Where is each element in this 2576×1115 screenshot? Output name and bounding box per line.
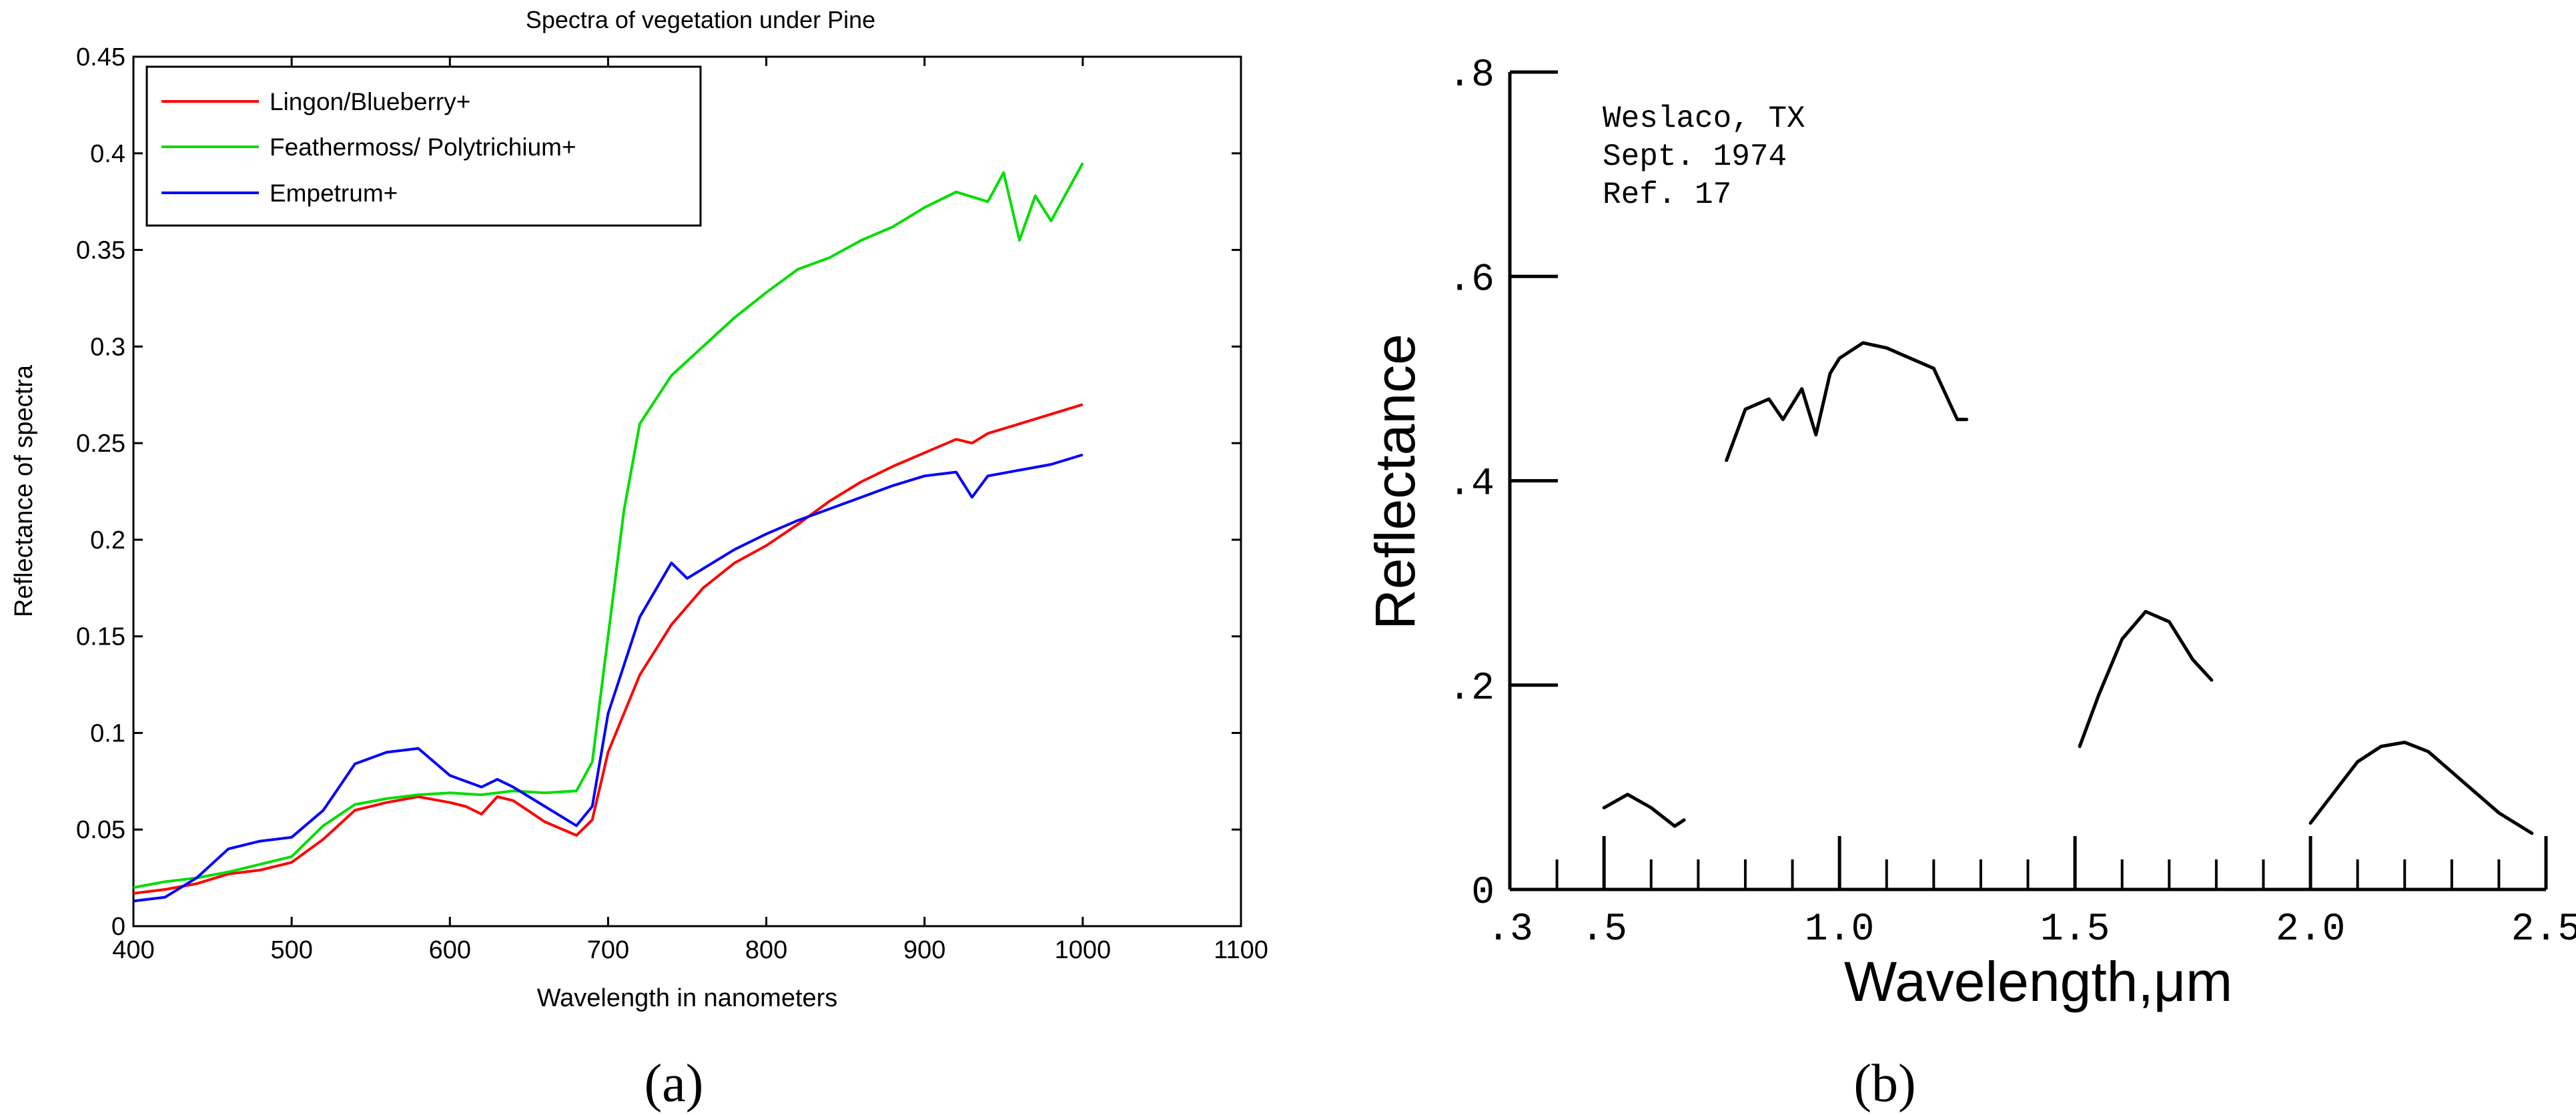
chart-b-y-tick-label: 0 [1471, 871, 1494, 915]
chart-a-y-tick-label: 0.4 [90, 140, 125, 168]
chart-b-y-tick-label: .2 [1448, 667, 1494, 711]
chart-b-reflectance-segment-1 [1602, 793, 1686, 828]
chart-a-y-tick-label: 0.25 [76, 430, 125, 458]
series-line-feathermoss [133, 162, 1084, 889]
legend-label-lingon: Lingon/Blueberry+ [270, 88, 470, 115]
annotation-reference: Ref. 17 [1603, 177, 1731, 212]
chart-a-x-tick-label: 900 [903, 936, 945, 964]
chart-b-y-tick-label: .4 [1448, 463, 1494, 506]
chart-b-y-ticks: 0 .2 .4 .6 .8 [1448, 54, 1558, 915]
chart-a-x-axis-label: Wavelength in nanometers [537, 984, 838, 1012]
chart-a: Spectra of vegetation under Pine 0 0.05 0.… [10, 6, 1268, 1113]
chart-b-reflectance-segment-2 [1725, 341, 1969, 462]
chart-b-y-axis-label: Reflectance [1364, 334, 1426, 630]
annotation-location: Weslaco, TX [1603, 101, 1805, 136]
chart-a-legend: Lingon/Blueberry+ Feathermoss/ Polytrich… [145, 65, 702, 227]
chart-b-y-tick-label: .6 [1448, 258, 1494, 302]
chart-a-y-tick-label: 0.1 [90, 719, 125, 747]
caption-a: (a) [645, 1054, 704, 1113]
chart-b-annotation: Weslaco, TX Sept. 1974 Ref. 17 [1603, 101, 1805, 212]
chart-a-x-tick-label: 600 [429, 936, 471, 964]
chart-a-x-tick-label: 500 [270, 936, 312, 964]
series-line-empetrum [133, 453, 1084, 903]
chart-a-y-tick-label: 0.2 [90, 526, 125, 554]
chart-b-x-tick-label: 1.0 [1805, 908, 1874, 952]
chart-b-x-ticks: .3 .5 1.0 1.5 2.0 2.5 [1486, 836, 2576, 952]
chart-a-plot-frame [132, 55, 1242, 927]
chart-a-x-ticks: 400 500 600 700 800 900 1000 1100 [112, 57, 1268, 964]
chart-a-x-tick-label: 1000 [1055, 936, 1112, 964]
chart-a-y-ticks: 0 0.05 0.1 0.15 0.2 0.25 0.3 0.35 0.4 0.45 [76, 43, 1241, 941]
chart-b-x-tick-label: .3 [1486, 908, 1533, 952]
chart-b-x-tick-label: 2.0 [2276, 908, 2345, 952]
chart-a-x-tick-label: 1100 [1214, 936, 1268, 964]
chart-a-y-tick-label: 0.15 [76, 623, 125, 651]
chart-a-title: Spectra of vegetation under Pine [526, 6, 875, 33]
chart-a-y-axis-label: Reflectance of spectra [10, 364, 38, 617]
chart-b-reflectance-segment-4 [2308, 741, 2534, 835]
chart-a-x-tick-label: 700 [587, 936, 629, 964]
legend-label-feathermoss: Feathermoss/ Polytrichium+ [270, 133, 576, 161]
chart-b-x-tick-label: 1.5 [2040, 908, 2110, 952]
caption-b: (b) [1853, 1054, 1915, 1113]
chart-b-y-tick-label: .8 [1448, 54, 1494, 97]
chart-a-series-lines [133, 162, 1084, 903]
chart-a-x-tick-label: 400 [112, 936, 154, 964]
chart-a-x-tick-label: 800 [745, 936, 787, 964]
chart-a-y-tick-label: 0.05 [76, 816, 125, 844]
annotation-date: Sept. 1974 [1603, 139, 1787, 174]
chart-b-x-tick-label: 2.5 [2511, 908, 2576, 952]
chart-b-x-tick-label: .5 [1581, 908, 1627, 952]
series-line-lingon [133, 403, 1084, 895]
chart-b-x-axis-label: Wavelength,μm [1844, 950, 2232, 1013]
chart-a-y-tick-label: 0 [111, 913, 125, 941]
chart-b-reflectance-segment-3 [2078, 610, 2214, 749]
chart-b-series-lines [1602, 341, 2534, 835]
chart-b: 0 .2 .4 .6 .8 .3 .5 1.0 1.5 2.0 2.5 Weslaco, TX S… [1364, 54, 2576, 1113]
legend-label-empetrum: Empetrum+ [270, 179, 398, 207]
chart-a-y-tick-label: 0.35 [76, 237, 125, 265]
chart-a-y-tick-label: 0.3 [90, 333, 125, 361]
chart-a-y-tick-label: 0.45 [76, 43, 125, 71]
